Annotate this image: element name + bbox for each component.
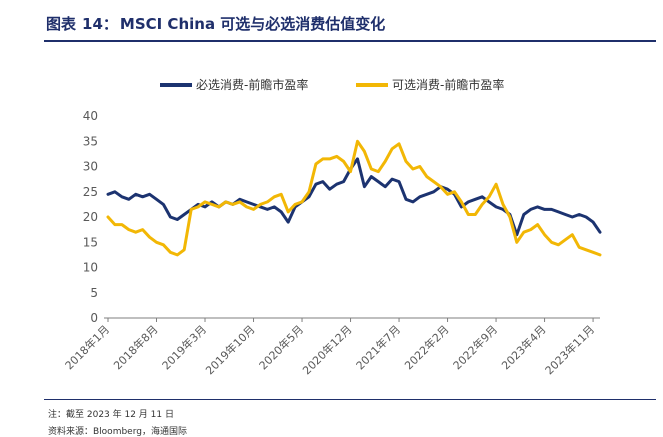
x-tick-label: 2019年3月	[159, 322, 209, 372]
y-tick-label: 35	[83, 134, 98, 148]
x-tick-label: 2021年7月	[353, 322, 403, 372]
y-tick-label: 15	[83, 235, 98, 249]
y-tick-label: 5	[90, 286, 98, 300]
legend-item-staples: 必选消费-前瞻市盈率	[160, 76, 308, 93]
series-line-staples	[106, 157, 602, 237]
legend-label-staples: 必选消费-前瞻市盈率	[196, 78, 309, 92]
legend-swatch-discretionary	[356, 82, 388, 87]
x-tick-label: 2020年5月	[256, 322, 306, 372]
figure-number: 14：	[82, 15, 118, 33]
legend-label-discretionary: 可选消费-前瞻市盈率	[392, 78, 505, 92]
y-tick-label: 10	[83, 261, 98, 275]
x-tick-label: 2022年2月	[401, 322, 451, 372]
chart-title: 图表 14： MSCI China 可选与必选消费估值变化	[46, 13, 385, 34]
x-tick-label: 2022年9月	[450, 322, 500, 372]
y-tick-label: 30	[83, 160, 98, 174]
x-tick-label: 2023年11月	[542, 322, 597, 377]
figure-title: MSCI China 可选与必选消费估值变化	[119, 15, 386, 33]
series-line-discretionary	[106, 139, 602, 257]
line-chart: 0 5 10 15 20 25 30 35 40 2018年1月 2018年8月 2019年3月201…	[62, 109, 602, 377]
x-tick-label: 2018年1月	[62, 322, 112, 372]
footer-rule	[44, 399, 656, 400]
x-tick-label: 2018年8月	[110, 322, 160, 372]
title-rule	[44, 40, 656, 42]
y-tick-label: 25	[83, 185, 98, 199]
x-tick-label: 2023年4月	[498, 322, 548, 372]
source-note: 资料来源：Bloomberg，海通国际	[48, 427, 187, 437]
y-tick-label: 0	[90, 311, 98, 325]
legend-item-discretionary: 可选消费-前瞻市盈率	[356, 76, 504, 93]
footnote: 注：截至 2023 年 12 月 11 日	[48, 410, 174, 420]
y-tick-label: 20	[83, 210, 98, 224]
legend-swatch-staples	[160, 82, 192, 87]
y-tick-label: 40	[83, 109, 98, 123]
x-tick-label: 2019年10月	[202, 322, 257, 377]
figure-label: 图表	[46, 15, 77, 33]
x-tick-label: 2020年12月	[300, 322, 355, 377]
